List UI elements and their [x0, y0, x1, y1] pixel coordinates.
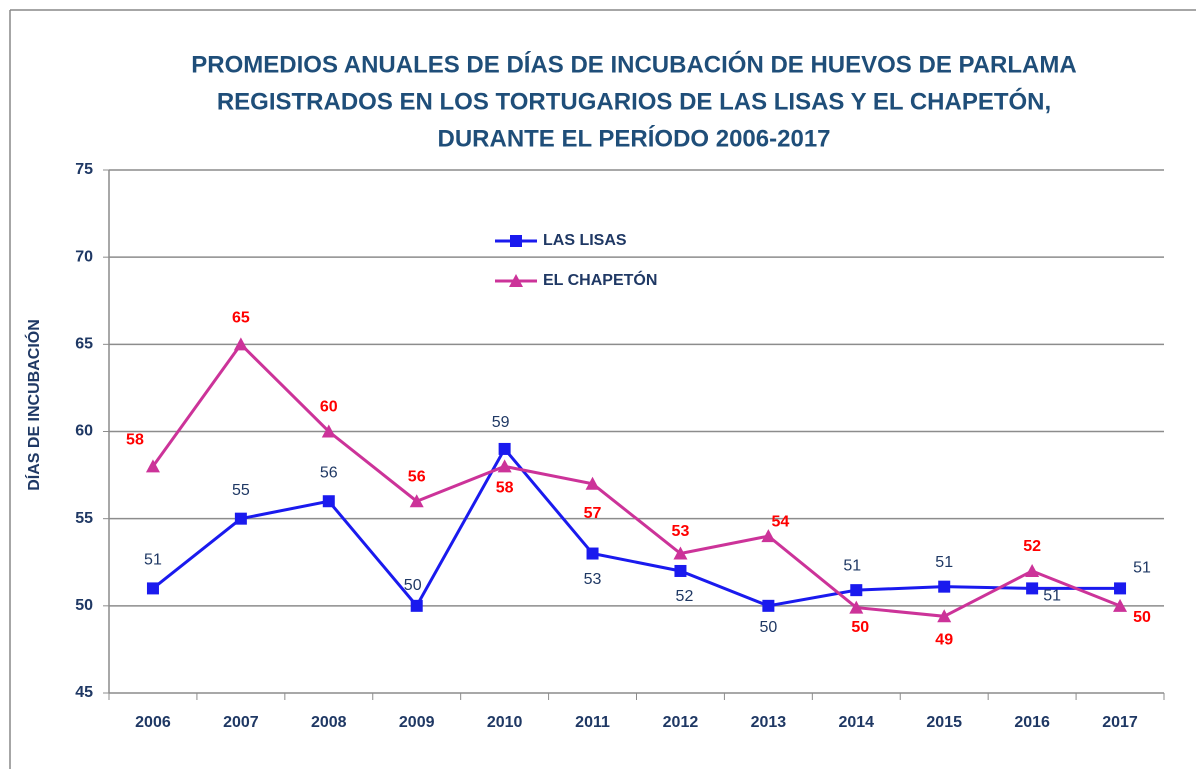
data-label: 58	[126, 432, 144, 449]
data-label: 50	[851, 619, 869, 636]
data-label: 53	[584, 571, 602, 588]
data-label: 65	[232, 310, 250, 327]
marker	[762, 599, 775, 612]
y-tick-label: 50	[75, 597, 93, 614]
marker	[145, 459, 160, 473]
legend-label: EL CHAPETÓN	[543, 270, 657, 289]
x-tick-label: 2016	[1014, 714, 1050, 731]
marker	[938, 580, 951, 593]
x-tick-label: 2013	[751, 714, 787, 731]
legend-marker	[509, 274, 523, 287]
data-label: 49	[935, 632, 953, 649]
marker	[146, 582, 159, 595]
data-label: 59	[492, 414, 510, 431]
data-label: 51	[843, 557, 861, 574]
series-line	[151, 342, 1121, 618]
marker	[673, 546, 688, 560]
chart-title: PROMEDIOS ANUALES DE DÍAS DE INCUBACIÓN …	[191, 50, 1076, 78]
data-label: 51	[1043, 588, 1061, 605]
marker	[1113, 598, 1128, 612]
x-tick-label: 2011	[575, 714, 610, 731]
marker	[937, 609, 952, 623]
marker	[850, 584, 863, 597]
y-tick-label: 45	[75, 684, 93, 701]
y-tick-label: 60	[75, 423, 93, 440]
marker	[586, 547, 599, 560]
data-label: 60	[320, 399, 338, 416]
marker	[497, 459, 512, 473]
data-label: 56	[408, 468, 426, 485]
y-tick-label: 75	[75, 161, 93, 178]
data-label: 54	[771, 513, 789, 530]
data-label: 51	[1133, 560, 1151, 577]
marker	[410, 599, 423, 612]
marker	[674, 564, 687, 577]
x-tick-label: 2007	[223, 714, 259, 731]
marker	[322, 495, 335, 508]
x-tick-label: 2014	[838, 714, 874, 731]
data-label: 50	[759, 619, 777, 636]
marker	[321, 424, 336, 438]
data-label: 51	[935, 554, 953, 571]
y-axis-label: DÍAS DE INCUBACIÓN	[24, 319, 43, 491]
x-tick-label: 2017	[1102, 714, 1138, 731]
x-tick-label: 2012	[663, 714, 699, 731]
data-label: 56	[320, 464, 338, 481]
marker	[234, 512, 247, 525]
marker	[585, 476, 600, 490]
y-tick-label: 55	[75, 510, 93, 527]
data-label: 57	[584, 505, 602, 522]
x-tick-label: 2009	[399, 714, 435, 731]
marker	[1026, 582, 1039, 595]
marker	[233, 337, 248, 351]
data-label: 52	[676, 588, 694, 605]
x-tick-label: 2008	[311, 714, 347, 731]
marker	[761, 529, 776, 543]
y-tick-label: 65	[75, 336, 93, 353]
marker	[1114, 582, 1127, 595]
data-label: 50	[1133, 609, 1151, 626]
chart-title: DURANTE EL PERÍODO 2006-2017	[437, 124, 830, 152]
legend-marker	[510, 235, 522, 247]
legend-label: LAS LISAS	[543, 232, 627, 249]
data-label: 52	[1023, 538, 1041, 555]
data-label: 58	[496, 480, 514, 497]
series-line	[152, 446, 1121, 609]
marker	[409, 494, 424, 508]
marker	[1025, 563, 1040, 577]
x-tick-label: 2010	[487, 714, 523, 731]
marker	[498, 442, 511, 455]
marker	[849, 600, 864, 614]
data-label: 53	[672, 523, 690, 540]
x-tick-label: 2015	[926, 714, 962, 731]
x-tick-label: 2006	[135, 714, 171, 731]
chart-title: REGISTRADOS EN LOS TORTUGARIOS DE LAS LI…	[217, 87, 1051, 115]
data-label: 50	[404, 577, 422, 594]
data-label: 55	[232, 482, 250, 499]
y-tick-label: 70	[75, 248, 93, 265]
data-label: 51	[144, 552, 162, 569]
